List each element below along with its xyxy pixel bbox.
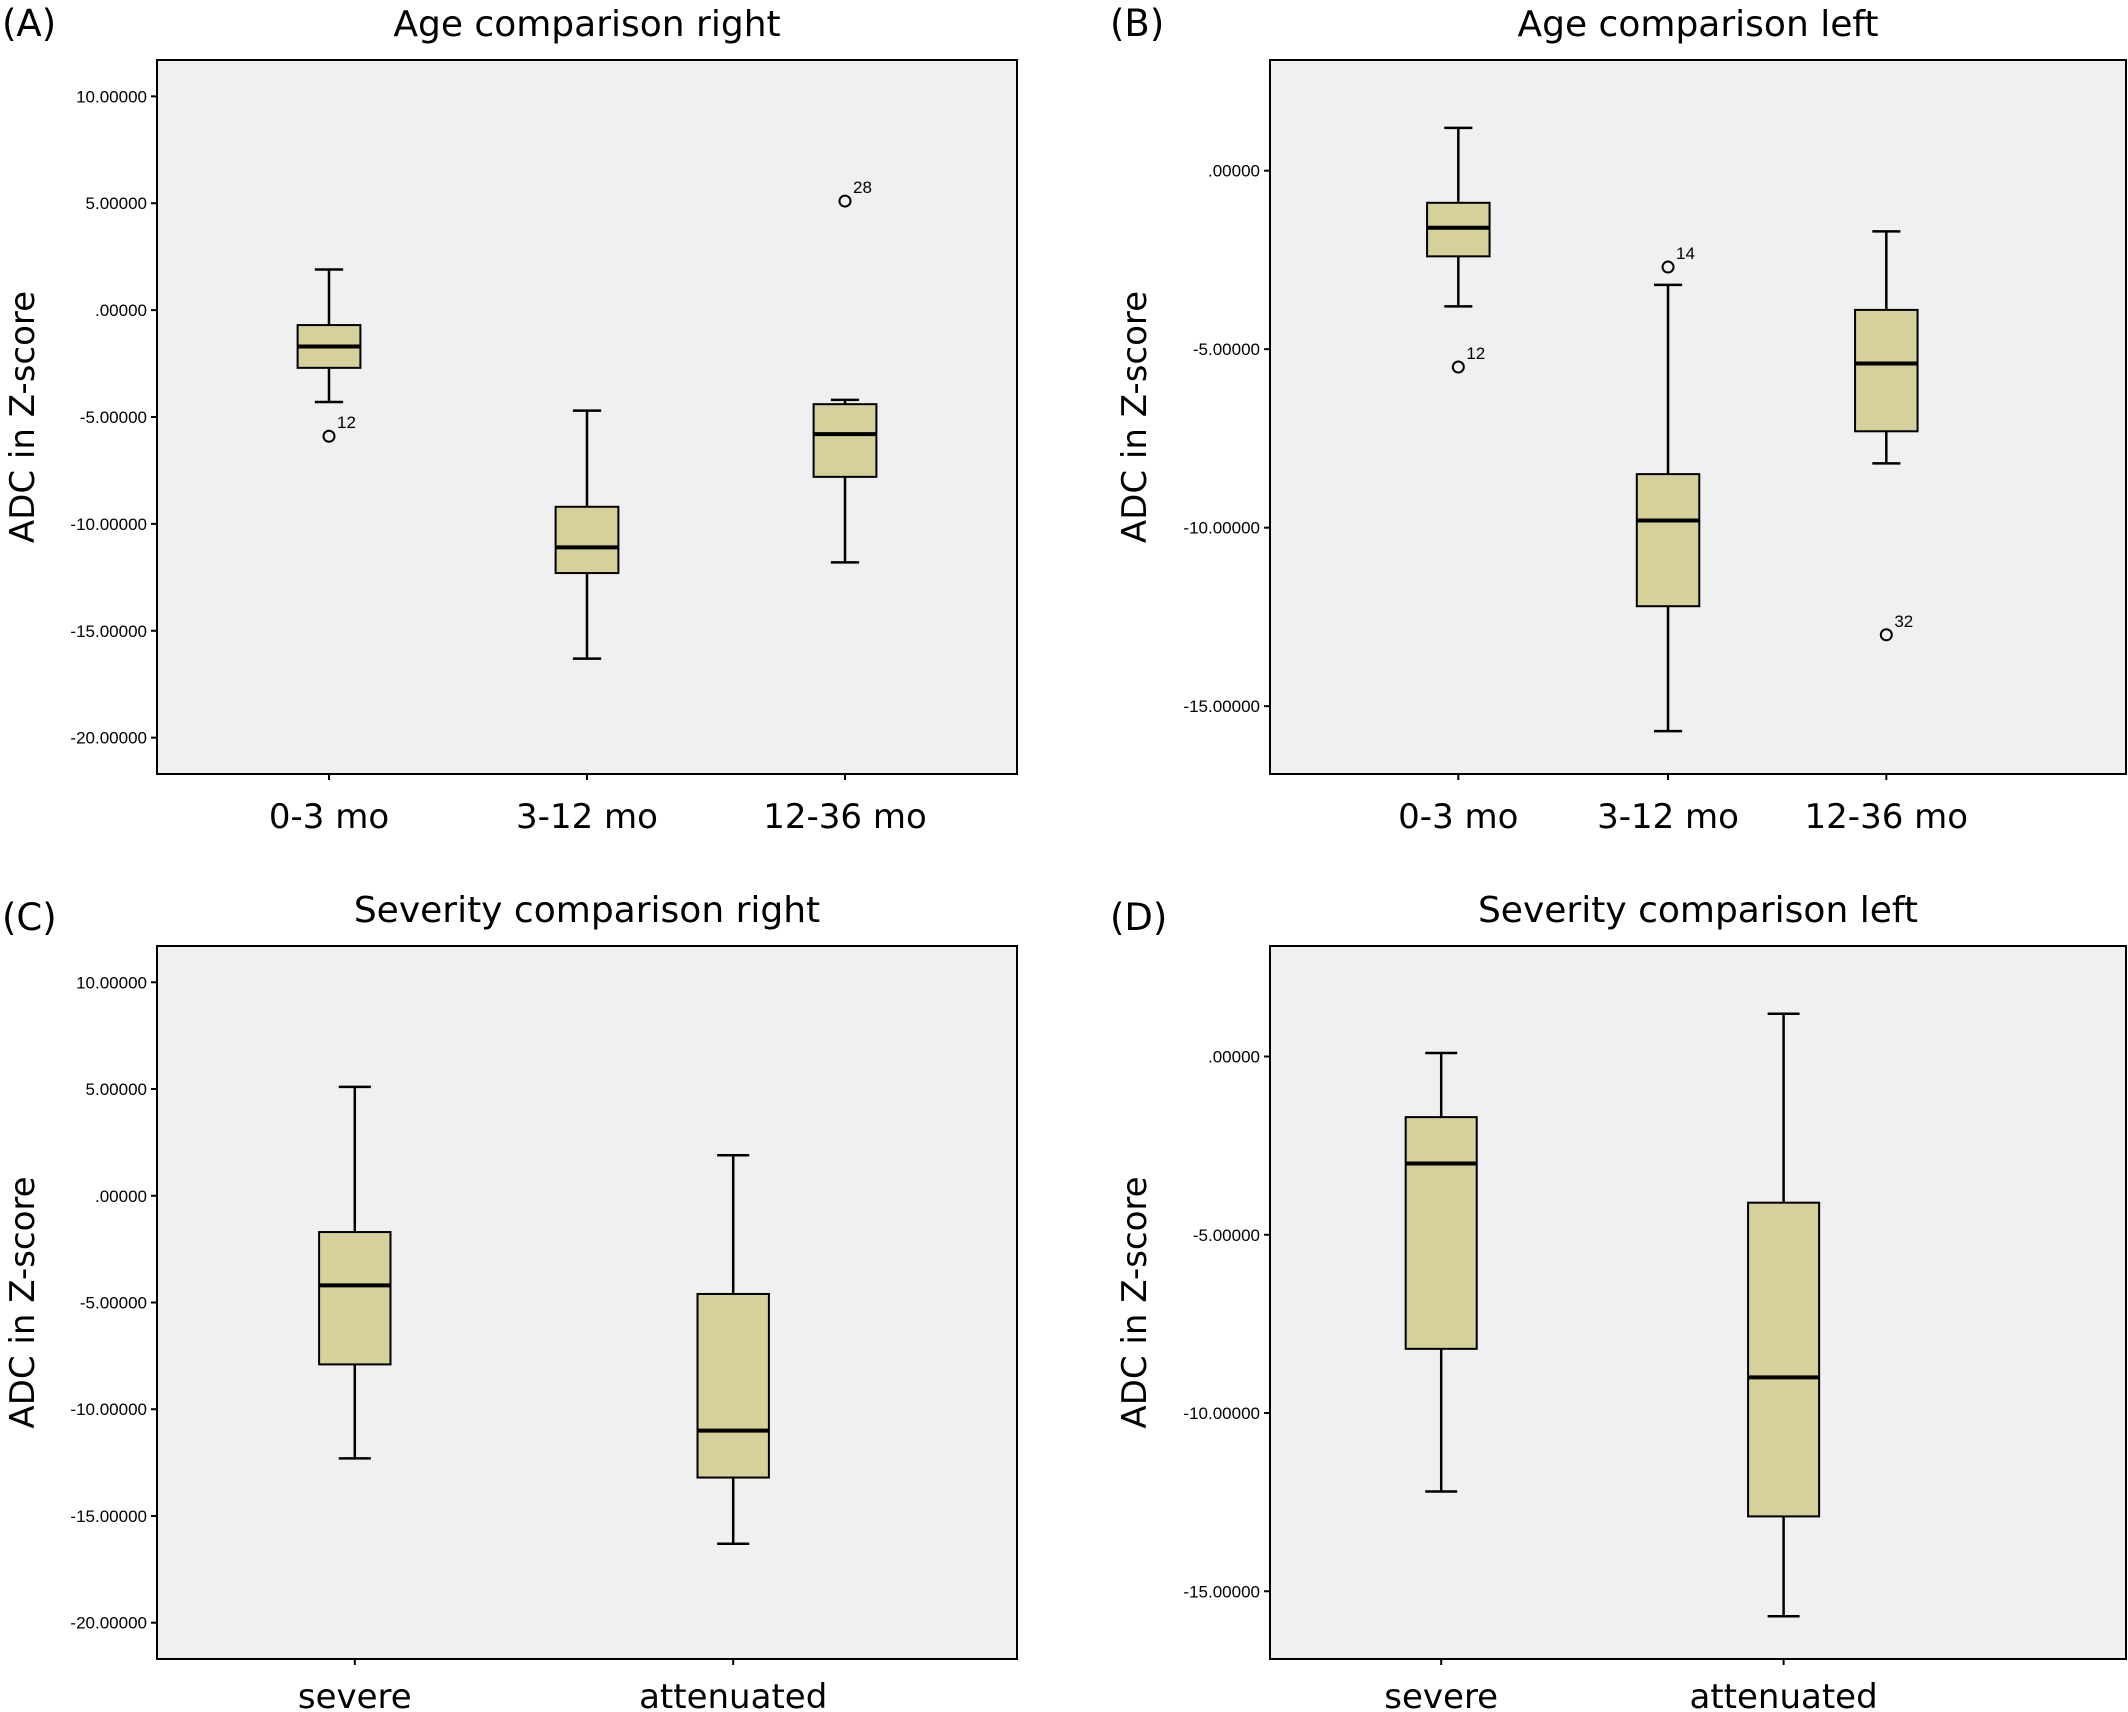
x-tick-label: 3-12 mo <box>516 797 658 837</box>
y-tick-label: .00000 <box>95 301 147 320</box>
outlier-label: 14 <box>1676 244 1695 263</box>
chart-panel-a: (A) Age comparison right ADC in Z-score 10.… <box>2 2 1018 837</box>
box-iqr <box>318 1231 392 1366</box>
x-tick-label: severe <box>1384 1677 1498 1712</box>
chart-panel-b: (B) Age comparison left ADC in Z-score .000… <box>1110 2 2127 837</box>
x-tick-label: 12-36 mo <box>763 797 927 837</box>
y-tick-label: -20.00000 <box>70 729 147 748</box>
y-tick-label: .00000 <box>1208 1048 1260 1067</box>
box-iqr <box>1747 1201 1821 1518</box>
outlier-point <box>322 429 336 443</box>
outlier-label: 32 <box>1894 612 1913 631</box>
plot-area <box>1269 59 2127 775</box>
y-tick-label: -10.00000 <box>70 515 147 534</box>
y-tick-label: 5.00000 <box>86 1080 147 1099</box>
plot-area <box>1269 945 2127 1660</box>
plot-area <box>156 945 1018 1660</box>
y-tick-label: -10.00000 <box>1183 1404 1260 1423</box>
outlier-label: 12 <box>1466 344 1485 363</box>
box-iqr <box>1854 308 1919 433</box>
y-tick-label: -5.00000 <box>1193 340 1260 359</box>
y-tick-label: -15.00000 <box>70 1507 147 1526</box>
y-axis-label: ADC in Z-score <box>3 291 43 543</box>
y-tick-label: 10.00000 <box>76 973 147 992</box>
outlier-point <box>1879 628 1893 642</box>
chart-title: Severity comparison left <box>1478 890 1918 931</box>
y-tick-label: -5.00000 <box>1193 1226 1260 1245</box>
y-tick-label: -10.00000 <box>1183 519 1260 538</box>
y-tick-label: -5.00000 <box>80 408 147 427</box>
x-tick-label: attenuated <box>639 1677 827 1712</box>
box-iqr <box>812 403 878 478</box>
panel-label: (A) <box>2 2 56 45</box>
chart-title: Age comparison left <box>1517 4 1878 45</box>
y-axis-label: ADC in Z-score <box>1115 1176 1155 1428</box>
box-iqr <box>696 1292 770 1479</box>
panel-label: (B) <box>1110 2 1164 45</box>
y-tick-label: .00000 <box>1208 162 1260 181</box>
chart-title: Age comparison right <box>393 4 780 45</box>
x-tick-label: 12-36 mo <box>1805 797 1969 837</box>
outlier-label: 12 <box>337 413 356 432</box>
box-iqr <box>1635 473 1701 608</box>
outlier-point <box>838 194 852 208</box>
y-tick-label: 5.00000 <box>86 194 147 213</box>
y-tick-label: -15.00000 <box>70 622 147 641</box>
x-tick-label: 3-12 mo <box>1597 797 1739 837</box>
x-tick-label: 0-3 mo <box>269 797 389 837</box>
box-iqr <box>554 505 620 575</box>
panel-label: (D) <box>1110 896 1167 939</box>
y-axis-label: ADC in Z-score <box>3 1176 43 1428</box>
outlier-point <box>1451 360 1465 374</box>
outlier-label: 28 <box>853 178 872 197</box>
y-tick-label: -10.00000 <box>70 1400 147 1419</box>
y-tick-label: -20.00000 <box>70 1614 147 1633</box>
panel-label: (C) <box>2 896 57 939</box>
y-tick-label: -5.00000 <box>80 1294 147 1313</box>
y-axis-label: ADC in Z-score <box>1115 291 1155 543</box>
x-tick-label: severe <box>298 1677 412 1712</box>
chart-panel-d: (D) Severity comparison left ADC in Z-scor… <box>1110 890 2127 1712</box>
x-tick-label: attenuated <box>1690 1677 1878 1712</box>
y-tick-label: .00000 <box>95 1187 147 1206</box>
y-tick-label: 10.00000 <box>76 87 147 106</box>
y-tick-label: -15.00000 <box>1183 1582 1260 1601</box>
chart-panel-c: (C) Severity comparison right ADC in Z-sco… <box>2 890 1018 1712</box>
x-tick-label: 0-3 mo <box>1398 797 1518 837</box>
y-tick-label: -15.00000 <box>1183 697 1260 716</box>
box-iqr <box>1404 1116 1478 1350</box>
chart-title: Severity comparison right <box>354 890 820 931</box>
outlier-point <box>1661 260 1675 274</box>
